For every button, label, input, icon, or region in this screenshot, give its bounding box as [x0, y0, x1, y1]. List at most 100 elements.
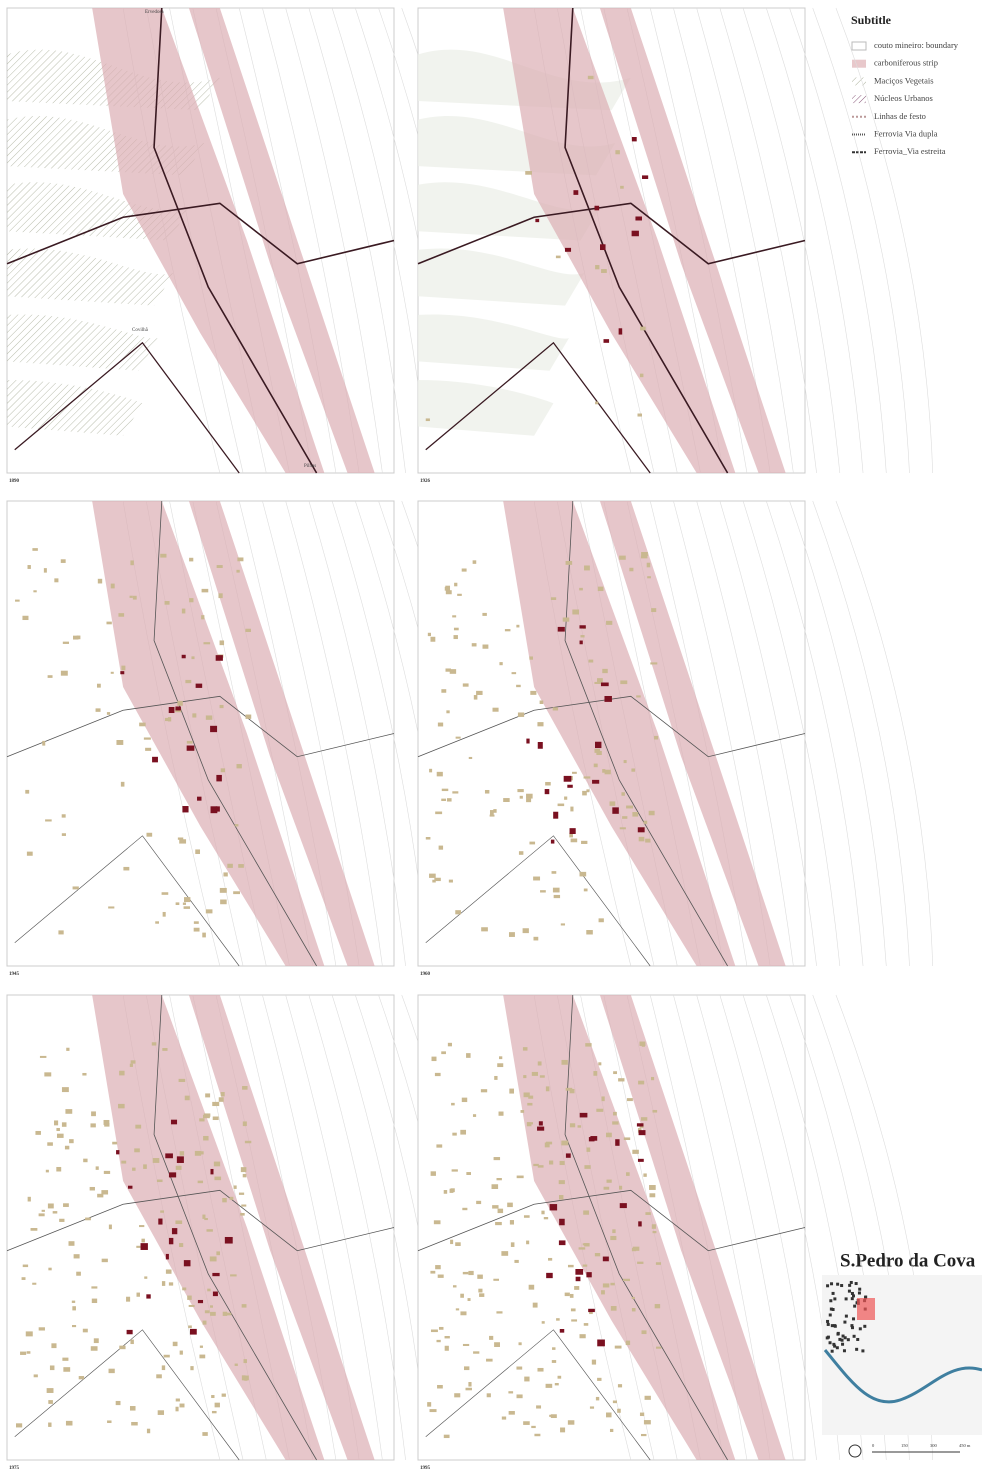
- inset-urban: [831, 1350, 834, 1353]
- map-year: 1926: [420, 479, 431, 484]
- building: [98, 579, 102, 584]
- building: [610, 1283, 614, 1286]
- building: [457, 594, 462, 596]
- building: [511, 1242, 515, 1247]
- building: [455, 1242, 460, 1246]
- building: [497, 1178, 502, 1180]
- building: [621, 792, 624, 796]
- mining-building: [588, 1309, 595, 1312]
- inset-urban: [837, 1332, 840, 1335]
- building: [221, 1092, 225, 1096]
- building: [481, 927, 488, 931]
- building: [227, 864, 233, 868]
- building: [612, 1229, 615, 1233]
- building: [74, 1254, 80, 1258]
- building: [220, 705, 224, 708]
- mining-building: [638, 827, 645, 832]
- building: [198, 1181, 203, 1184]
- inset-urban: [843, 1321, 846, 1324]
- inset-urban: [829, 1341, 832, 1344]
- building: [442, 789, 448, 791]
- mining-building: [575, 1269, 583, 1275]
- building: [649, 1193, 655, 1197]
- building: [131, 1060, 136, 1063]
- building: [583, 1243, 588, 1245]
- building: [640, 374, 643, 378]
- building: [462, 568, 467, 571]
- building: [528, 1096, 533, 1099]
- building: [601, 1290, 605, 1294]
- building: [499, 1112, 504, 1116]
- building: [476, 691, 482, 695]
- building: [441, 1051, 446, 1054]
- building: [583, 1210, 589, 1214]
- mining-building: [526, 739, 529, 744]
- building: [499, 662, 502, 665]
- building: [517, 1176, 524, 1179]
- building: [566, 561, 573, 565]
- inset-urban: [829, 1313, 832, 1316]
- building: [492, 1205, 498, 1208]
- building: [199, 1118, 204, 1121]
- building: [130, 1064, 133, 1067]
- building: [34, 1374, 38, 1377]
- building: [437, 772, 443, 777]
- building: [568, 1420, 574, 1424]
- building: [556, 1318, 560, 1320]
- legend-label: Núcleos Urbanos: [874, 93, 933, 103]
- building: [430, 1271, 435, 1274]
- building: [619, 1186, 622, 1190]
- inset-urban: [858, 1292, 861, 1295]
- building: [617, 1409, 621, 1413]
- building: [210, 1312, 216, 1316]
- building: [447, 798, 452, 801]
- building: [602, 1096, 605, 1101]
- building: [463, 1272, 469, 1274]
- building: [497, 1063, 503, 1067]
- building: [157, 1180, 163, 1183]
- building: [605, 770, 611, 775]
- building: [73, 636, 78, 640]
- mining-building: [177, 1156, 184, 1163]
- building: [162, 1048, 167, 1051]
- building: [47, 1142, 53, 1145]
- building: [91, 1286, 97, 1288]
- mining-building: [169, 707, 175, 713]
- inset-urban: [833, 1297, 836, 1300]
- building: [581, 841, 587, 844]
- building: [162, 1281, 165, 1286]
- building: [553, 707, 558, 710]
- inset-urban: [852, 1317, 855, 1320]
- building: [523, 1075, 526, 1078]
- building: [76, 1272, 81, 1276]
- building: [579, 1247, 586, 1249]
- mining-building: [603, 1257, 609, 1262]
- building: [493, 708, 499, 712]
- building: [206, 715, 212, 719]
- building: [561, 1060, 567, 1065]
- building: [570, 1294, 574, 1298]
- building: [111, 672, 114, 674]
- inset-urban: [859, 1327, 862, 1330]
- building: [588, 76, 594, 79]
- building: [474, 695, 478, 700]
- building: [645, 1396, 651, 1400]
- mining-building: [537, 1127, 544, 1131]
- mining-building: [182, 806, 188, 812]
- inset-urban: [853, 1335, 856, 1338]
- building: [187, 741, 193, 744]
- building: [626, 1341, 630, 1345]
- inset-urban: [832, 1308, 835, 1311]
- building: [629, 568, 633, 572]
- building: [144, 737, 151, 739]
- building: [493, 1279, 499, 1281]
- building: [222, 1394, 226, 1397]
- building: [235, 824, 239, 826]
- building: [453, 635, 457, 639]
- building: [546, 1086, 550, 1091]
- building: [518, 712, 524, 716]
- building: [606, 1412, 612, 1417]
- building: [205, 1093, 210, 1097]
- building: [584, 565, 590, 570]
- building: [162, 1365, 165, 1370]
